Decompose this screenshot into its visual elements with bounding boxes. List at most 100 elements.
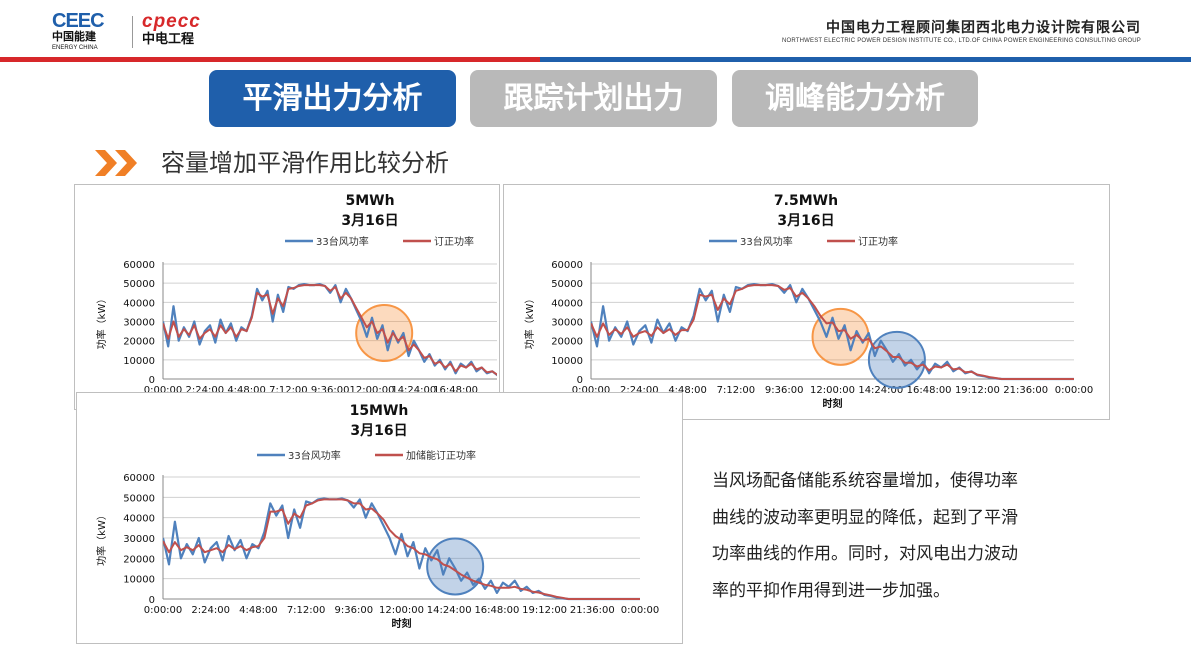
chart-title: 5MWh: [345, 193, 394, 209]
section-title: 容量增加平滑作用比较分析: [161, 149, 449, 177]
chart-7-5mwh: 7.5MWh 3月16日 33台风功率 订正功率 0 10000 20000 30000 400…: [503, 184, 1110, 420]
x-tick-label: 0:00:00: [144, 605, 183, 616]
x-tick-label: 19:12:00: [955, 385, 1000, 396]
x-tick-label: 7:12:00: [269, 385, 308, 396]
y-tick-label: 60000: [123, 260, 155, 271]
y-axis-label: 功率（kW）: [95, 510, 108, 566]
legend-label-wind: 33台风功率: [288, 449, 341, 462]
chart-5mwh-svg: 5MWh 3月16日 33台风功率 订正功率 0 10000 20000 30000 40000…: [95, 193, 497, 396]
y-tick-label: 20000: [123, 554, 155, 565]
y-tick-label: 40000: [123, 298, 155, 309]
y-tick-label: 30000: [123, 534, 155, 545]
company-name-cn: 中国电力工程顾问集团西北电力设计院有限公司: [826, 20, 1141, 36]
x-tick-label: 0:00:00: [572, 385, 611, 396]
description-text: 当风场配备储能系统容量增加，使得功率 曲线的波动率更明显的降低，起到了平滑 功率…: [712, 463, 1112, 609]
x-tick-label: 4:48:00: [239, 605, 278, 616]
tab-tracking-plan[interactable]: 跟踪计划出力: [470, 70, 717, 127]
series-line-corrected: [163, 498, 640, 600]
x-tick-label: 14:24:00: [858, 385, 903, 396]
x-axis-label: 时刻: [823, 397, 843, 410]
x-tick-label: 14:24:00: [427, 605, 472, 616]
x-tick-label: 9:36:00: [335, 605, 374, 616]
chart-subtitle: 3月16日: [350, 423, 407, 439]
description-line: 功率曲线的作用。同时，对风电出力波动: [712, 544, 1018, 564]
series-line-corrected: [163, 284, 497, 376]
y-axis-label: 功率（kW）: [95, 294, 108, 350]
legend-label-corrected: 加储能订正功率: [406, 449, 476, 462]
x-tick-label: 21:36:00: [570, 605, 615, 616]
x-tick-label: 19:12:00: [522, 605, 567, 616]
y-tick-label: 30000: [551, 318, 583, 329]
x-tick-label: 0:00:00: [144, 385, 183, 396]
chart-15mwh: 15MWh 3月16日 33台风功率 加储能订正功率 0 10000 20000 30000 4…: [76, 392, 683, 644]
x-tick-label: 9:36:00: [311, 385, 350, 396]
x-tick-label: 16:48:00: [433, 385, 478, 396]
x-tick-label: 16:48:00: [474, 605, 519, 616]
energy-china-logo-mark: CEEC: [52, 10, 105, 32]
y-tick-label: 10000: [123, 575, 155, 586]
energy-china-logo: CEEC 中国能建 ENERGY CHINA: [52, 10, 122, 54]
x-tick-label: 12:00:00: [810, 385, 855, 396]
y-axis-label: 功率（kW）: [523, 294, 536, 350]
x-tick-label: 7:12:00: [717, 385, 756, 396]
y-tick-label: 0: [149, 375, 155, 386]
y-tick-label: 0: [577, 375, 583, 386]
header-stripe-blue: [540, 57, 1191, 62]
x-tick-label: 2:24:00: [191, 605, 230, 616]
x-tick-label: 9:36:00: [765, 385, 804, 396]
x-tick-label: 21:36:00: [1003, 385, 1048, 396]
chart-title: 15MWh: [350, 403, 409, 419]
logo-divider: [132, 16, 133, 48]
x-tick-label: 0:00:00: [1055, 385, 1094, 396]
y-tick-label: 10000: [551, 356, 583, 367]
x-tick-label: 7:12:00: [287, 605, 326, 616]
x-tick-label: 0:00:00: [621, 605, 660, 616]
page-header: CEEC 中国能建 ENERGY CHINA cpecc 中电工程 中国电力工程…: [0, 0, 1191, 58]
series-line-corrected: [591, 284, 1074, 380]
y-tick-label: 30000: [123, 318, 155, 329]
x-tick-label: 12:00:00: [350, 385, 395, 396]
legend-label-corrected: 订正功率: [858, 235, 898, 248]
chart-subtitle: 3月16日: [777, 213, 834, 229]
x-tick-label: 16:48:00: [907, 385, 952, 396]
x-axis-label: 时刻: [392, 617, 412, 630]
x-tick-label: 2:24:00: [620, 385, 659, 396]
cpecc-logo: cpecc 中电工程: [142, 12, 201, 48]
y-tick-label: 50000: [123, 279, 155, 290]
chart-15mwh-svg: 15MWh 3月16日 33台风功率 加储能订正功率 0 10000 20000 30000 4…: [95, 403, 660, 630]
chart-5mwh: 5MWh 3月16日 33台风功率 订正功率 0 10000 20000 30000 40000…: [74, 184, 500, 410]
energy-china-logo-en: ENERGY CHINA: [52, 45, 98, 51]
y-tick-label: 50000: [551, 279, 583, 290]
x-tick-label: 14:24:00: [391, 385, 436, 396]
cpecc-logo-cn: 中电工程: [142, 32, 195, 47]
company-name-en: NORTHWEST ELECTRIC POWER DESIGN INSTITUT…: [781, 38, 1141, 44]
description-line: 曲线的波动率更明显的降低，起到了平滑: [712, 507, 1018, 528]
y-tick-label: 20000: [551, 337, 583, 348]
company-name: 中国电力工程顾问集团西北电力设计院有限公司 NORTHWEST ELECTRIC…: [782, 17, 1141, 44]
tab-peak-regulation[interactable]: 调峰能力分析: [732, 70, 978, 127]
y-tick-label: 60000: [551, 260, 583, 271]
legend-label-wind: 33台风功率: [316, 235, 369, 248]
legend-label-corrected: 订正功率: [434, 235, 474, 248]
x-tick-label: 12:00:00: [379, 605, 424, 616]
chart-7-5mwh-svg: 7.5MWh 3月16日 33台风功率 订正功率 0 10000 20000 30000 400…: [523, 193, 1094, 410]
y-tick-label: 10000: [123, 356, 155, 367]
y-tick-label: 40000: [123, 514, 155, 525]
y-tick-label: 50000: [123, 493, 155, 504]
y-tick-label: 40000: [551, 298, 583, 309]
y-tick-label: 20000: [123, 337, 155, 348]
chart-subtitle: 3月16日: [341, 213, 398, 229]
x-tick-label: 2:24:00: [186, 385, 225, 396]
energy-china-logo-cn: 中国能建: [52, 30, 96, 43]
x-tick-label: 4:48:00: [227, 385, 266, 396]
y-tick-label: 60000: [123, 473, 155, 484]
double-chevron-icon: [95, 150, 137, 176]
highlight-circle: [867, 330, 926, 389]
cpecc-logo-mark: cpecc: [142, 11, 201, 32]
tab-smooth-output[interactable]: 平滑出力分析: [209, 70, 456, 127]
header-stripe-red: [0, 57, 540, 62]
description-line: 率的平抑作用得到进一步加强。: [712, 580, 950, 601]
chart-title: 7.5MWh: [774, 193, 838, 209]
legend-label-wind: 33台风功率: [740, 235, 793, 248]
y-tick-label: 0: [149, 595, 155, 606]
